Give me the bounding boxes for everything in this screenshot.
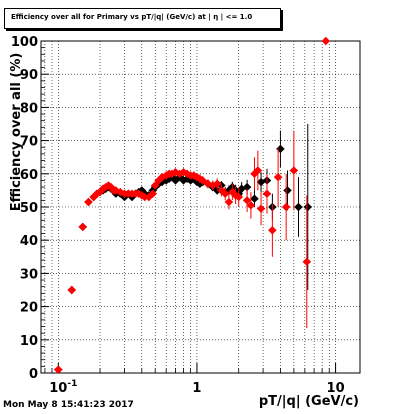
data-point [116, 187, 125, 197]
chart-title-box: Efficiency over all for Primary vs pT/|q… [4, 8, 281, 29]
data-point [276, 144, 285, 154]
data-point [78, 222, 87, 232]
chart-title: Efficiency over all for Primary vs pT/|q… [11, 13, 253, 21]
data-point [253, 166, 263, 175]
y-tick-label: 20 [20, 301, 38, 316]
grid-layer [41, 40, 360, 374]
data-point [154, 176, 163, 185]
data-point [198, 176, 207, 185]
data-point [151, 181, 160, 190]
x-tick-label: 10-1 [49, 379, 77, 396]
data-point [242, 196, 252, 205]
data-point [186, 176, 195, 185]
data-point [148, 189, 157, 198]
data-point [179, 176, 188, 185]
data-point [242, 182, 252, 192]
data-point [262, 189, 272, 198]
data-point [268, 226, 277, 235]
data-point [281, 202, 291, 212]
y-tick-label: 30 [20, 267, 38, 282]
data-point [134, 189, 143, 198]
data-point [221, 189, 230, 198]
y-tick-label: 90 [20, 68, 38, 83]
y-tick-label: 40 [20, 234, 38, 249]
data-point [303, 202, 312, 212]
y-tick-label: 10 [20, 334, 38, 349]
x-tick-label: 10 [327, 381, 345, 396]
data-point [250, 194, 259, 203]
y-tick-label: 0 [29, 367, 38, 382]
series-layer [54, 36, 331, 374]
x-tick-label: 1 [192, 381, 201, 396]
series-1 [54, 36, 331, 374]
y-axis-label: Efficiency over all (%) [9, 53, 24, 212]
data-point [256, 204, 266, 213]
data-point [273, 172, 283, 182]
timestamp: Mon May 8 15:41:23 2017 [3, 400, 134, 410]
y-tick-label: 50 [20, 201, 38, 216]
series-0 [54, 124, 312, 374]
data-point [164, 174, 174, 183]
y-tick-label: 60 [20, 168, 38, 183]
data-point [95, 187, 105, 197]
data-point [224, 197, 234, 207]
data-point [195, 174, 205, 183]
x-axis-label: pT/|q| (GeV/c) [259, 394, 359, 409]
data-point [98, 184, 108, 193]
y-tick-label: 70 [20, 135, 38, 150]
data-point [157, 177, 167, 187]
data-point [246, 201, 256, 210]
data-point [234, 192, 243, 202]
data-point [283, 186, 292, 195]
data-point [111, 186, 121, 195]
y-tick-label: 100 [11, 35, 38, 50]
data-point [321, 36, 331, 46]
y-tick-label: 80 [20, 101, 38, 116]
data-point [92, 189, 102, 198]
data-point [294, 202, 303, 212]
data-point [67, 285, 76, 295]
axes-layer: 0 10 20 30 40 50 60 70 80 90 100 10-1 1 10 [11, 35, 361, 396]
data-point [213, 179, 222, 188]
data-point [84, 197, 93, 207]
data-point [54, 365, 63, 374]
data-point [289, 166, 299, 175]
data-point [302, 257, 312, 266]
